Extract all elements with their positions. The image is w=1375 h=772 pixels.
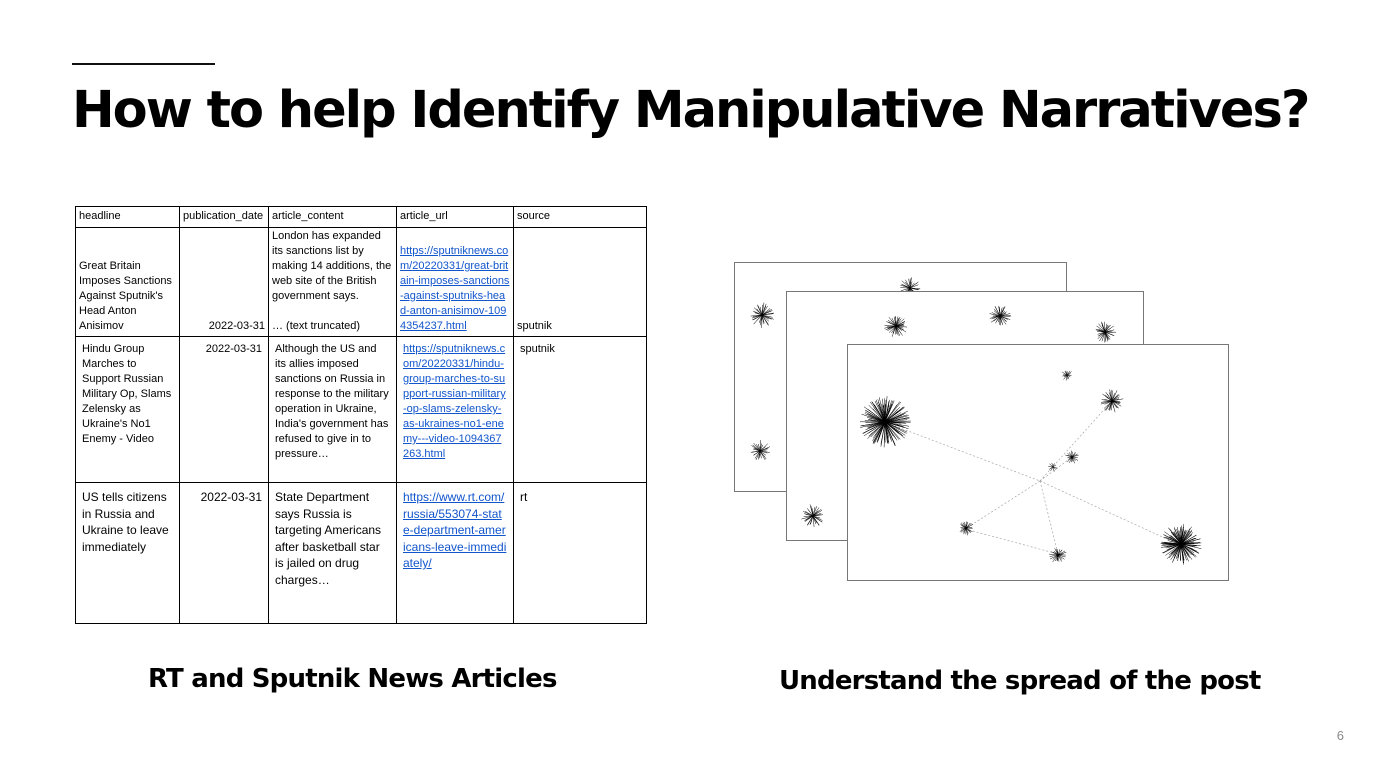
cell-headline: Hindu Group Marches to Support Russian M… bbox=[75, 336, 180, 483]
cell-article-url: https://sputniknews.com/20220331/great-b… bbox=[396, 227, 514, 337]
table-row: Hindu Group Marches to Support Russian M… bbox=[75, 336, 647, 483]
caption-spread: Understand the spread of the post bbox=[779, 666, 1261, 696]
network-cluster bbox=[750, 302, 774, 328]
cell-source: sputnik bbox=[513, 336, 647, 483]
network-graph-middle-svg bbox=[801, 306, 1117, 527]
slide-title: How to help Identify Manipulative Narrat… bbox=[72, 81, 1310, 140]
network-cluster bbox=[1095, 321, 1117, 343]
network-graph-back-svg bbox=[750, 277, 921, 461]
network-cluster bbox=[750, 440, 771, 461]
cell-source: sputnik bbox=[513, 227, 647, 337]
header-article-content: article_content bbox=[268, 206, 397, 228]
table-row: Great Britain Imposes Sanctions Against … bbox=[75, 227, 647, 337]
network-cluster bbox=[989, 306, 1011, 326]
network-cluster bbox=[1049, 548, 1067, 563]
cell-source: rt bbox=[513, 482, 647, 624]
cell-publication-date: 2022-03-31 bbox=[179, 227, 269, 337]
cell-headline: Great Britain Imposes Sanctions Against … bbox=[75, 227, 180, 337]
header-source: source bbox=[513, 206, 647, 228]
article-content-note: … (text truncated) bbox=[272, 320, 361, 332]
network-cluster bbox=[884, 316, 908, 337]
header-headline: headline bbox=[75, 206, 180, 228]
network-cluster bbox=[1065, 450, 1079, 464]
caption-news-articles: RT and Sputnik News Articles bbox=[148, 664, 557, 694]
cell-publication-date: 2022-03-31 bbox=[179, 336, 269, 483]
network-graph-front-svg bbox=[859, 370, 1202, 565]
cell-article-content: Although the US and its allies imposed s… bbox=[268, 336, 397, 483]
network-cluster bbox=[859, 396, 911, 448]
table-header-row: headline publication_date article_conten… bbox=[75, 206, 647, 228]
network-cluster bbox=[1100, 389, 1124, 413]
network-graph-front bbox=[847, 344, 1229, 581]
header-publication-date: publication_date bbox=[179, 206, 269, 228]
network-cluster bbox=[1062, 370, 1072, 381]
title-rule bbox=[72, 63, 215, 65]
cell-article-content: London has expanded its sanctions list b… bbox=[268, 227, 397, 337]
article-content-text: London has expanded its sanctions list b… bbox=[272, 230, 392, 302]
page-number: 6 bbox=[1336, 728, 1344, 743]
article-url-link[interactable]: https://www.rt.com/russia/553074-state-d… bbox=[403, 490, 507, 570]
article-url-link[interactable]: https://sputniknews.com/20220331/hindu-g… bbox=[403, 343, 506, 460]
cell-publication-date: 2022-03-31 bbox=[179, 482, 269, 624]
network-cluster bbox=[1160, 524, 1202, 565]
cell-article-content: State Department says Russia is targetin… bbox=[268, 482, 397, 624]
article-url-link[interactable]: https://sputniknews.com/20220331/great-b… bbox=[400, 245, 510, 332]
network-cluster bbox=[801, 504, 823, 527]
cell-headline: US tells citizens in Russia and Ukraine … bbox=[75, 482, 180, 624]
cell-article-url: https://sputniknews.com/20220331/hindu-g… bbox=[396, 336, 514, 483]
table-row: US tells citizens in Russia and Ukraine … bbox=[75, 482, 647, 624]
cell-article-url: https://www.rt.com/russia/553074-state-d… bbox=[396, 482, 514, 624]
header-article-url: article_url bbox=[396, 206, 514, 228]
network-cluster bbox=[959, 521, 974, 536]
network-cluster bbox=[1048, 462, 1058, 472]
articles-table: headline publication_date article_conten… bbox=[75, 206, 647, 624]
